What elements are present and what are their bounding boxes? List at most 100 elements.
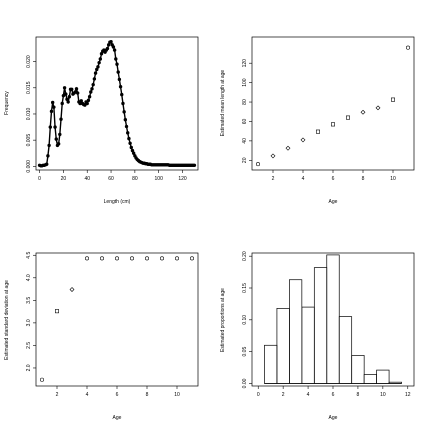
data-point — [85, 256, 90, 261]
panel2-ylabel: Estimated mean length at age — [220, 70, 226, 137]
histogram-bar — [264, 344, 278, 384]
frequency-point — [56, 142, 61, 146]
frequency-point — [65, 97, 69, 102]
frequency-point — [116, 70, 120, 74]
x-tick-label: 10 — [390, 176, 396, 182]
frequency-point — [123, 118, 128, 122]
frequency-point — [124, 124, 129, 129]
y-tick-label: 20 — [242, 157, 248, 163]
x-tick-label: 10 — [380, 392, 386, 398]
frequency-point — [45, 162, 49, 166]
plot-frame — [35, 252, 199, 387]
data-point — [190, 256, 195, 261]
data-point — [145, 256, 150, 261]
x-tick-label: 12 — [405, 392, 411, 398]
frequency-point — [112, 48, 117, 52]
frequency-point — [120, 92, 124, 97]
x-tick-label: 4 — [86, 392, 89, 398]
x-tick-label: 40 — [84, 176, 90, 182]
y-tick-label: 4.0 — [26, 274, 32, 281]
frequency-point — [49, 109, 54, 114]
y-tick-label: 0.10 — [242, 315, 248, 325]
frequency-point — [62, 86, 67, 90]
plot-frame — [251, 36, 415, 171]
frequency-point — [93, 71, 98, 75]
x-tick-label: 0 — [257, 392, 260, 398]
y-tick-label: 0.05 — [242, 347, 248, 357]
histogram-bar — [289, 279, 303, 384]
y-tick-label: 3.0 — [26, 319, 32, 326]
frequency-point — [130, 148, 135, 153]
panel1-ylabel: Frequency — [4, 91, 10, 115]
frequency-point — [129, 145, 133, 150]
data-point — [360, 109, 366, 115]
frequency-point — [128, 141, 132, 145]
data-point — [315, 129, 320, 134]
x-tick-label: 20 — [61, 176, 67, 182]
y-tick-label: 120 — [242, 59, 248, 68]
frequency-point — [126, 131, 130, 135]
panel1-xlabel: Length (cm) — [104, 199, 131, 205]
y-tick-label: 60 — [242, 118, 248, 124]
frequency-point — [115, 62, 119, 66]
frequency-point — [105, 46, 110, 51]
x-tick-label: 2 — [272, 176, 275, 182]
length-frequency-panel: 0 20 40 60 80 100 120 0.000 0.005 0.010 0.015 0.020 — [26, 36, 199, 182]
plot-frame — [35, 36, 199, 171]
data-point — [115, 256, 120, 261]
frequency-point — [99, 52, 104, 56]
frequency-point — [87, 94, 92, 99]
data-point — [390, 97, 395, 102]
x-tick-label: 80 — [132, 176, 138, 182]
y-tick-label: 3.5 — [26, 297, 32, 304]
frequency-point — [67, 94, 72, 99]
histogram-bar — [338, 316, 353, 384]
data-point — [285, 145, 291, 151]
y-tick-label: 2.5 — [26, 342, 32, 349]
data-point — [130, 256, 135, 261]
frequency-point — [121, 101, 125, 106]
frequency-point — [127, 136, 131, 141]
panel4-xlabel: Age — [329, 415, 338, 421]
y-tick-label: 0.015 — [26, 81, 32, 94]
x-tick-label: 8 — [362, 176, 365, 182]
frequency-point — [53, 125, 57, 129]
sd-at-age-panel: 2 4 6 8 10 2.0 2.5 3.0 3.5 4.0 4.5 — [26, 252, 199, 398]
histogram-bar — [376, 369, 390, 384]
frequency-point — [52, 105, 56, 109]
frequency-point — [114, 57, 118, 61]
frequency-point — [117, 77, 122, 82]
panel2-xlabel: Age — [329, 199, 338, 205]
histogram-bar — [326, 254, 340, 384]
panel3-ylabel: Estimated standard deviation at age — [4, 280, 10, 360]
plot-frame — [251, 252, 415, 387]
y-tick-label: 100 — [242, 78, 248, 87]
frequency-point — [70, 87, 74, 92]
frequency-point — [60, 101, 64, 106]
x-tick-label: 100 — [155, 176, 164, 182]
frequency-point — [131, 151, 136, 155]
frequency-point — [96, 65, 100, 69]
frequency-point — [48, 125, 52, 129]
frequency-point — [111, 45, 116, 49]
data-point — [100, 256, 105, 261]
panel3-xlabel: Age — [113, 415, 122, 421]
mean-length-panel: 2 4 6 8 10 20 40 60 80 100 120 — [242, 36, 415, 182]
y-tick-label: 0.15 — [242, 283, 248, 293]
data-point — [270, 153, 276, 159]
x-tick-label: 2 — [282, 392, 285, 398]
histogram-bar — [363, 374, 377, 384]
y-tick-label: 0.000 — [26, 160, 32, 173]
frequency-point — [118, 85, 123, 89]
x-tick-label: 6 — [332, 176, 335, 182]
frequency-point — [91, 82, 95, 87]
y-tick-label: 0.005 — [26, 134, 32, 147]
frequency-point — [98, 57, 103, 61]
frequency-point — [92, 77, 97, 81]
frequency-point — [58, 132, 62, 137]
x-tick-label: 120 — [178, 176, 187, 182]
frequency-point — [106, 43, 111, 47]
data-point — [375, 105, 381, 111]
data-point — [345, 115, 350, 120]
